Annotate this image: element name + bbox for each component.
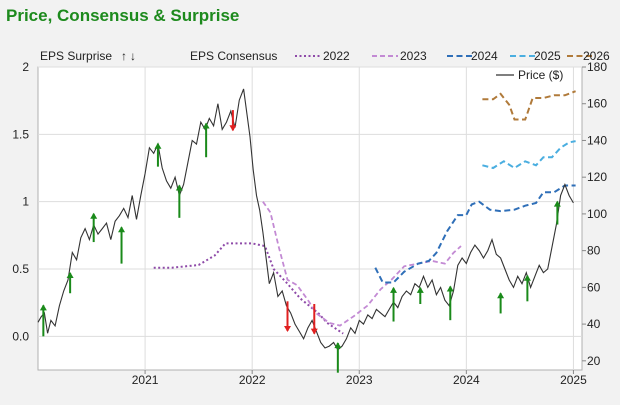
surprise-up-arrow <box>497 292 505 314</box>
legend-price: Price ($) <box>518 68 563 82</box>
x-tick-label: 2021 <box>132 373 159 387</box>
y-left-tick-label: 2 <box>22 60 29 74</box>
consensus-line-2024 <box>374 184 576 284</box>
surprise-up-arrow <box>446 285 454 321</box>
legend-label-2024: 2024 <box>471 49 498 63</box>
gridlines <box>38 66 582 370</box>
y-left-tick-label: 1 <box>22 195 29 209</box>
legend-label-2026: 2026 <box>583 49 610 63</box>
consensus-line-2023 <box>262 201 462 327</box>
legend-label-2022: 2022 <box>323 49 350 63</box>
price-line <box>37 88 574 351</box>
surprise-arrow-head <box>90 212 98 219</box>
surprise-up-arrow <box>334 342 342 373</box>
surprise-arrow-head <box>154 142 162 149</box>
consensus-line-2026 <box>482 90 576 121</box>
y-right-tick-label: 180 <box>587 60 607 74</box>
x-tick-label: 2023 <box>346 373 373 387</box>
surprise-arrow-head <box>284 325 292 332</box>
surprise-arrow-head <box>229 125 237 132</box>
surprise-arrow-head <box>39 304 47 311</box>
surprise-up-arrow <box>416 286 424 305</box>
legend: EPS Surprise ↑ ↓ EPS Consensus 2022 2023 2… <box>40 49 610 82</box>
y-left-tick-label: 0.5 <box>12 262 29 276</box>
consensus-line-2025 <box>482 140 576 170</box>
x-tick-label: 2022 <box>239 373 266 387</box>
surprise-up-arrow <box>523 274 531 302</box>
y-right-tick-label: 60 <box>587 280 601 294</box>
legend-down-arrow-icon: ↓ <box>130 49 136 63</box>
surprise-arrow-head <box>523 274 531 281</box>
surprise-down-arrow <box>229 110 237 132</box>
surprise-up-arrow <box>390 286 398 322</box>
consensus-line-2022 <box>153 242 344 335</box>
x-tick-label: 2025 <box>560 373 587 387</box>
surprise-arrow-head <box>118 226 126 233</box>
surprise-down-arrow <box>284 301 292 332</box>
surprise-arrow-head <box>175 184 183 191</box>
y-right-tick-label: 40 <box>587 317 601 331</box>
surprise-up-arrow <box>66 272 74 294</box>
surprise-arrow-head <box>497 292 505 299</box>
surprise-arrow-head <box>310 328 318 335</box>
y-right-tick-label: 140 <box>587 133 607 147</box>
surprise-up-arrow <box>202 122 210 158</box>
surprise-arrow-head <box>66 272 74 279</box>
series-layer <box>37 88 576 373</box>
surprise-up-arrow <box>90 212 98 243</box>
y-left-tick-label: 1.5 <box>12 127 29 141</box>
y-left-tick-label: 0.0 <box>12 329 29 343</box>
legend-label-2023: 2023 <box>400 49 427 63</box>
y-right-tick-label: 160 <box>587 97 607 111</box>
y-right-tick-label: 20 <box>587 354 601 368</box>
surprise-arrow-head <box>390 286 398 293</box>
surprise-arrow-head <box>416 286 424 293</box>
y-right-tick-label: 100 <box>587 207 607 221</box>
surprise-arrow-head <box>334 342 342 349</box>
legend-label-2025: 2025 <box>534 49 561 63</box>
surprise-up-arrow <box>118 226 126 264</box>
plot-area <box>37 66 583 371</box>
legend-eps-surprise: EPS Surprise <box>40 49 112 63</box>
surprise-up-arrow <box>39 304 47 337</box>
surprise-up-arrow <box>175 184 183 218</box>
x-tick-label: 2024 <box>453 373 480 387</box>
surprise-up-arrow <box>154 142 162 167</box>
legend-eps-consensus: EPS Consensus <box>190 49 277 63</box>
surprise-arrow-head <box>202 122 210 129</box>
surprise-arrow-head <box>446 285 454 292</box>
chart-title: Price, Consensus & Surprise <box>6 6 240 25</box>
surprise-arrow-head <box>553 200 561 207</box>
legend-consensus-series: 2022 2023 2024 2025 2026 <box>295 49 610 63</box>
surprise-up-arrow <box>553 200 561 225</box>
y-right-tick-label: 80 <box>587 244 601 258</box>
axes-layer: 2 1.5 1 0.5 0.0 180 160 140 120 100 80 60 40 20 2021 20… <box>12 60 607 387</box>
surprise-down-arrow <box>310 304 318 335</box>
legend-up-arrow-icon: ↑ <box>121 49 127 63</box>
y-right-tick-label: 120 <box>587 170 607 184</box>
